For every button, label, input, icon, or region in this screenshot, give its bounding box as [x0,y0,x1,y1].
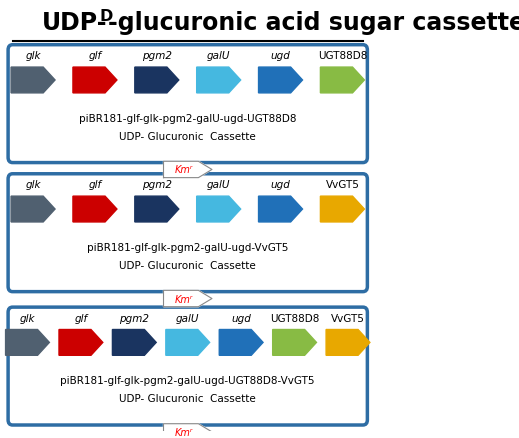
Text: glf: glf [88,180,102,190]
Text: ugd: ugd [270,180,291,190]
Text: galU: galU [207,180,230,190]
Polygon shape [59,330,103,356]
Text: glf: glf [88,51,102,61]
Polygon shape [11,68,55,94]
Polygon shape [11,197,55,223]
Polygon shape [320,197,364,223]
Text: galU: galU [207,51,230,61]
Polygon shape [113,330,156,356]
Text: UDP-: UDP- [42,11,107,35]
Text: ugd: ugd [231,313,251,323]
FancyBboxPatch shape [8,174,367,292]
Text: pgm2: pgm2 [119,313,149,323]
Text: Kmʳ: Kmʳ [175,165,194,175]
Text: VvGT5: VvGT5 [331,313,365,323]
Text: pgm2: pgm2 [142,51,172,61]
Polygon shape [73,197,117,223]
Polygon shape [197,68,241,94]
Polygon shape [163,424,212,438]
Text: -glucuronic acid sugar cassettes: -glucuronic acid sugar cassettes [107,11,519,35]
Text: ugd: ugd [270,51,291,61]
FancyBboxPatch shape [8,46,367,163]
Polygon shape [166,330,210,356]
Polygon shape [135,197,179,223]
Polygon shape [272,330,317,356]
Polygon shape [6,330,49,356]
Text: glk: glk [20,313,35,323]
Text: piBR181-glf-glk-pgm2-galU-ugd-UGT88D8-VvGT5: piBR181-glf-glk-pgm2-galU-ugd-UGT88D8-Vv… [61,375,315,385]
Polygon shape [258,197,303,223]
Text: UGT88D8: UGT88D8 [270,313,319,323]
Text: Kmʳ: Kmʳ [175,427,194,437]
Polygon shape [326,330,370,356]
Text: UGT88D8: UGT88D8 [318,51,367,61]
FancyBboxPatch shape [8,307,367,425]
Text: VvGT5: VvGT5 [325,180,359,190]
Polygon shape [258,68,303,94]
Text: D: D [100,9,113,24]
Text: pgm2: pgm2 [142,180,172,190]
Text: glk: glk [25,180,41,190]
Text: glf: glf [74,313,88,323]
Polygon shape [163,162,212,178]
Polygon shape [135,68,179,94]
Text: UDP- Glucuronic  Cassette: UDP- Glucuronic Cassette [119,393,256,403]
Polygon shape [320,68,364,94]
Polygon shape [219,330,263,356]
Text: UDP- Glucuronic  Cassette: UDP- Glucuronic Cassette [119,131,256,141]
Text: glk: glk [25,51,41,61]
Text: galU: galU [176,313,199,323]
Text: piBR181-glf-glk-pgm2-galU-ugd-VvGT5: piBR181-glf-glk-pgm2-galU-ugd-VvGT5 [87,242,289,252]
Text: Kmʳ: Kmʳ [175,294,194,304]
Polygon shape [163,291,212,307]
Text: piBR181-glf-glk-pgm2-galU-ugd-UGT88D8: piBR181-glf-glk-pgm2-galU-ugd-UGT88D8 [79,113,296,124]
Polygon shape [197,197,241,223]
Text: UDP- Glucuronic  Cassette: UDP- Glucuronic Cassette [119,260,256,270]
Polygon shape [73,68,117,94]
